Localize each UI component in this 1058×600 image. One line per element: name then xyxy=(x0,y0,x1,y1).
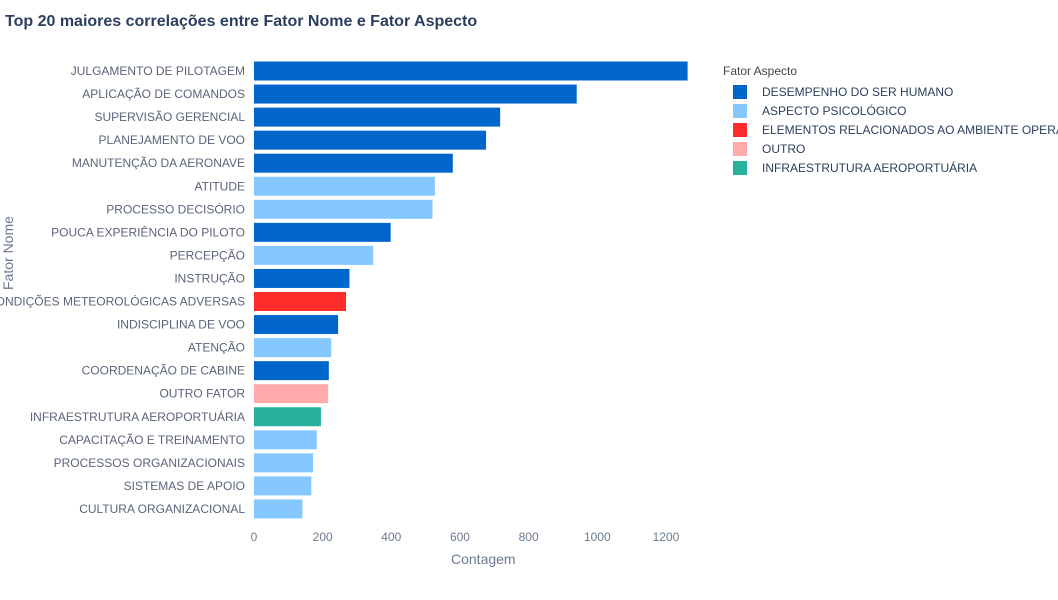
x-tick-label: 1200 xyxy=(653,530,680,544)
y-tick-label: MANUTENÇÃO DA AERONAVE xyxy=(72,156,245,170)
y-tick-label: PLANEJAMENTO DE VOO xyxy=(99,133,245,147)
bar xyxy=(254,384,329,404)
legend-title: Fator Aspecto xyxy=(723,64,798,78)
bar xyxy=(254,245,374,265)
bar xyxy=(254,361,329,381)
y-tick-label: INSTRUÇÃO xyxy=(174,271,245,285)
legend-label: INFRAESTRUTURA AEROPORTUÁRIA xyxy=(762,160,978,175)
bar xyxy=(254,130,487,150)
x-tick-label: 600 xyxy=(450,530,470,544)
y-tick-label: PROCESSO DECISÓRIO xyxy=(106,201,245,216)
bar xyxy=(254,453,314,473)
y-tick-label: COORDENAÇÃO DE CABINE xyxy=(82,364,245,378)
x-tick-label: 200 xyxy=(313,530,333,544)
legend-item[interactable]: DESEMPENHO DO SER HUMANO xyxy=(733,82,1058,101)
y-tick-label: ATENÇÃO xyxy=(188,341,245,355)
bar xyxy=(254,153,453,173)
y-tick-label: CULTURA ORGANIZACIONAL xyxy=(79,502,245,516)
x-tick-label: 0 xyxy=(251,530,258,544)
bar xyxy=(254,199,433,219)
legend-item[interactable]: ASPECTO PSICOLÓGICO xyxy=(733,101,1058,120)
bar xyxy=(254,107,501,127)
y-tick-label: CAPACITAÇÃO E TREINAMENTO xyxy=(59,433,245,447)
y-tick-label: POUCA EXPERIÊNCIA DO PILOTO xyxy=(51,224,245,239)
x-tick-label: 400 xyxy=(381,530,401,544)
legend-item[interactable]: ELEMENTOS RELACIONADOS AO AMBIENTE OPERA… xyxy=(733,120,1058,139)
legend-swatch xyxy=(733,84,747,99)
legend-label: ELEMENTOS RELACIONADOS AO AMBIENTE OPERA… xyxy=(762,122,1058,137)
chart-title: Top 20 maiores correlações entre Fator N… xyxy=(5,13,478,30)
legend-swatch xyxy=(733,103,747,118)
y-tick-label: OUTRO FATOR xyxy=(159,387,245,401)
bar xyxy=(254,338,332,358)
bar xyxy=(254,268,350,288)
legend-item[interactable]: INFRAESTRUTURA AEROPORTUÁRIA xyxy=(733,158,1058,177)
legend-label: OUTRO xyxy=(762,141,806,156)
y-tick-label: SISTEMAS DE APOIO xyxy=(124,479,245,493)
y-tick-label: CONDIÇÕES METEOROLÓGICAS ADVERSAS xyxy=(0,294,245,309)
y-tick-label: INDISCIPLINA DE VOO xyxy=(117,318,245,332)
y-tick-label: APLICAÇÃO DE COMANDOS xyxy=(82,87,245,101)
bar xyxy=(254,315,339,335)
legend-swatch xyxy=(733,160,747,175)
y-tick-label: JULGAMENTO DE PILOTAGEM xyxy=(71,64,245,78)
bar xyxy=(254,84,577,104)
bar xyxy=(254,176,435,196)
bar xyxy=(254,476,312,496)
bar xyxy=(254,430,317,450)
legend-label: DESEMPENHO DO SER HUMANO xyxy=(762,84,954,99)
x-tick-label: 1000 xyxy=(584,530,611,544)
y-tick-label: ATITUDE xyxy=(195,179,245,193)
legend-label: ASPECTO PSICOLÓGICO xyxy=(762,103,907,118)
bar xyxy=(254,292,347,311)
y-axis-label: Fator Nome xyxy=(0,216,16,290)
bar xyxy=(254,499,303,519)
legend-item[interactable]: OUTRO xyxy=(733,139,1058,158)
x-tick-label: 800 xyxy=(519,530,539,544)
y-tick-label: INFRAESTRUTURA AEROPORTUÁRIA xyxy=(30,409,245,424)
y-tick-label: SUPERVISÃO GERENCIAL xyxy=(95,110,246,124)
y-tick-label: PERCEPÇÃO xyxy=(170,248,245,262)
bar xyxy=(254,222,391,242)
legend: DESEMPENHO DO SER HUMANO ASPECTO PSICOLÓG… xyxy=(733,82,1058,177)
y-tick-label: PROCESSOS ORGANIZACIONAIS xyxy=(54,456,245,470)
x-axis-label: Contagem xyxy=(451,551,516,567)
bar xyxy=(254,407,321,427)
legend-swatch xyxy=(733,141,747,156)
bar xyxy=(254,61,688,81)
legend-swatch xyxy=(733,122,747,137)
